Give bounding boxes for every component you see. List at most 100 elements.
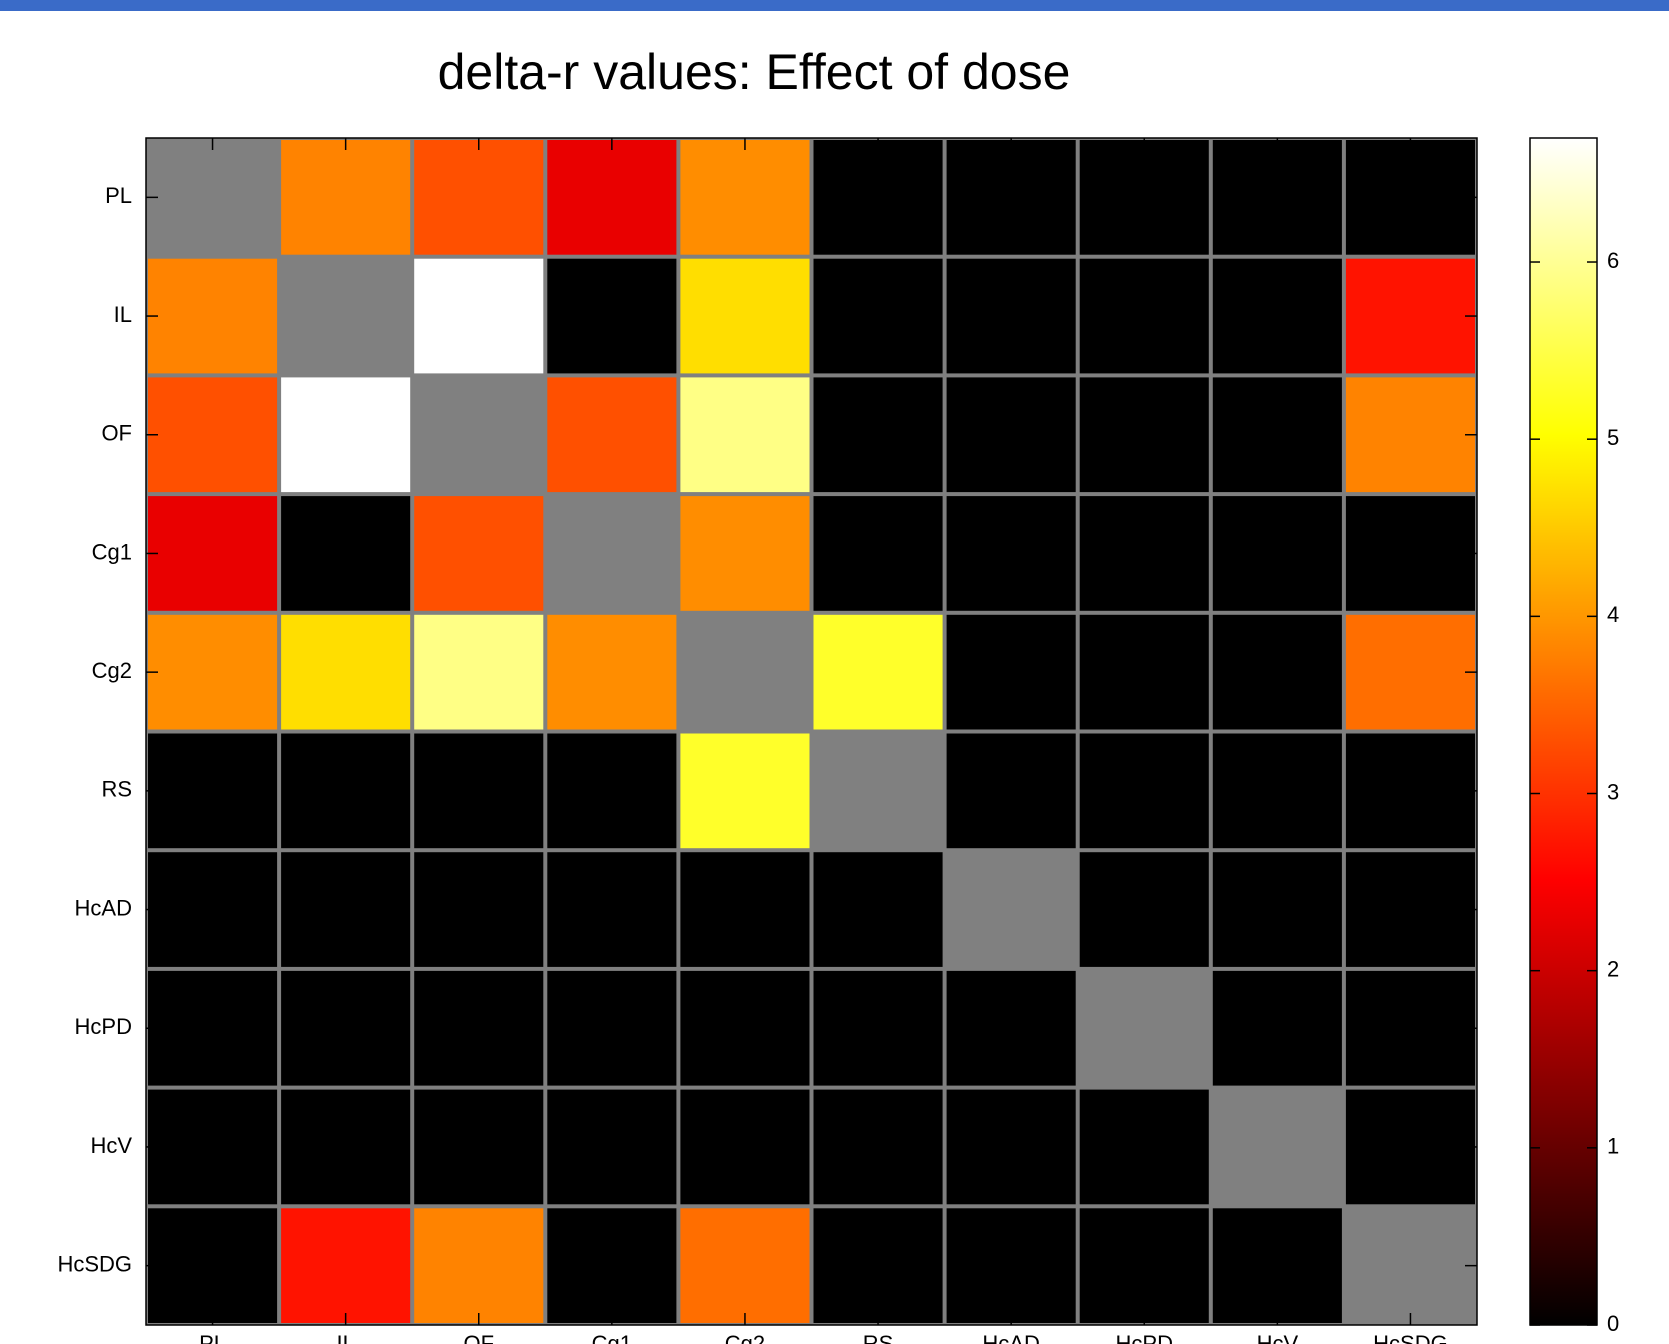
cell [547, 1089, 677, 1205]
cell [414, 258, 544, 374]
cell [946, 258, 1076, 374]
cell [1345, 614, 1475, 730]
cell [1345, 970, 1475, 1086]
x-tick-label: HcPD [1116, 1331, 1173, 1344]
cell [1212, 733, 1342, 849]
y-tick-label: PL [105, 183, 132, 208]
y-tick-label: Cg2 [92, 658, 132, 683]
cell [547, 970, 677, 1086]
cell [281, 733, 411, 849]
x-tick-label: HcV [1257, 1331, 1299, 1344]
cell [946, 970, 1076, 1086]
colorbar-tick-label: 4 [1607, 602, 1619, 627]
cell [148, 377, 278, 493]
cell [946, 614, 1076, 730]
cell [1079, 377, 1209, 493]
y-tick-label: IL [114, 302, 132, 327]
cell [1345, 496, 1475, 611]
cell [680, 852, 810, 967]
empty-cell [148, 140, 278, 255]
y-tick-label: HcV [90, 1133, 132, 1158]
cell [680, 970, 810, 1086]
cell [414, 496, 544, 611]
cell [680, 1089, 810, 1205]
cell [1212, 140, 1342, 255]
cell [946, 733, 1076, 849]
y-tick-label: HcSDG [57, 1251, 132, 1276]
cell [946, 1208, 1076, 1323]
cell [813, 614, 943, 730]
x-tick-label: RS [863, 1331, 894, 1344]
cell [281, 496, 411, 611]
cell [547, 614, 677, 730]
cell [813, 140, 943, 255]
cell [547, 140, 677, 255]
cell [1212, 970, 1342, 1086]
cell [414, 140, 544, 255]
empty-cell [946, 852, 1076, 967]
cell [680, 377, 810, 493]
cell [281, 377, 411, 493]
y-tick-label: HcPD [75, 1014, 132, 1039]
cell [547, 1208, 677, 1323]
cell [414, 1089, 544, 1205]
cell [946, 496, 1076, 611]
cell [1212, 377, 1342, 493]
cell [946, 1089, 1076, 1205]
cell [946, 140, 1076, 255]
cell [680, 733, 810, 849]
cell [547, 258, 677, 374]
colorbar-tick-label: 3 [1607, 779, 1619, 804]
empty-cell [680, 614, 810, 730]
y-tick-label: OF [101, 421, 132, 446]
cell [414, 852, 544, 967]
cell [813, 1208, 943, 1323]
colorbar [1529, 137, 1598, 1326]
cell [148, 733, 278, 849]
cell [813, 1089, 943, 1205]
cell [813, 496, 943, 611]
cell [813, 258, 943, 374]
x-tick-label: IL [336, 1331, 354, 1344]
x-tick-label: PL [199, 1331, 226, 1344]
cell [1345, 377, 1475, 493]
cell [1212, 496, 1342, 611]
cell [680, 258, 810, 374]
y-tick-label: HcAD [75, 895, 132, 920]
cell [281, 852, 411, 967]
x-tick-label: OF [463, 1331, 494, 1344]
empty-cell [547, 496, 677, 611]
cell [1345, 1089, 1475, 1205]
empty-cell [281, 258, 411, 374]
header-bar [0, 0, 1669, 11]
cell [1345, 258, 1475, 374]
cell [414, 970, 544, 1086]
cell [1212, 1208, 1342, 1323]
cell [148, 852, 278, 967]
cell [281, 1089, 411, 1205]
empty-cell [1212, 1089, 1342, 1205]
chart-title: delta-r values: Effect of dose [438, 44, 1071, 100]
cell [1079, 733, 1209, 849]
cell [547, 852, 677, 967]
colorbar-tick-label: 6 [1607, 248, 1619, 273]
cell [813, 852, 943, 967]
cell [680, 140, 810, 255]
cell [1212, 258, 1342, 374]
cell [1212, 852, 1342, 967]
cell [1212, 614, 1342, 730]
colorbar-tick-label: 2 [1607, 956, 1619, 981]
cell [1079, 1208, 1209, 1323]
cell [414, 733, 544, 849]
cell [813, 970, 943, 1086]
cell [148, 614, 278, 730]
cell [281, 970, 411, 1086]
x-tick-label: Cg1 [592, 1331, 632, 1344]
cell [148, 1208, 278, 1323]
empty-cell [1079, 970, 1209, 1086]
y-tick-label: Cg1 [92, 539, 132, 564]
cell [148, 1089, 278, 1205]
cell [1345, 852, 1475, 967]
colorbar-tick-label: 1 [1607, 1134, 1619, 1159]
